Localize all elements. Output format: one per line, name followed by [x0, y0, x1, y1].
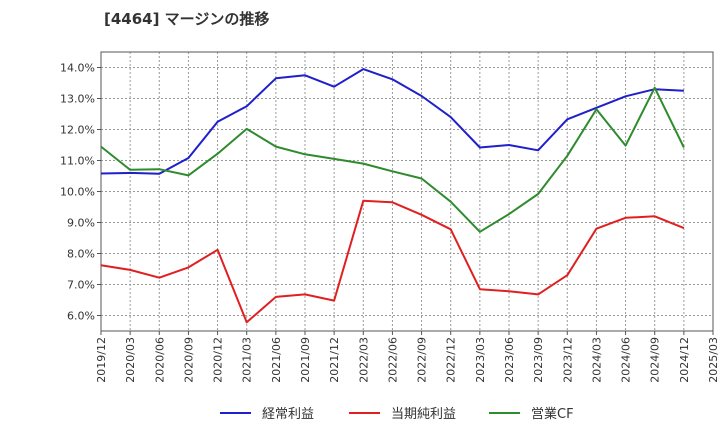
x-tick-label: 2023/12 — [561, 337, 574, 383]
y-tick-label: 11.0% — [60, 155, 95, 168]
series-lines — [100, 68, 685, 324]
x-tick-label: 2024/12 — [678, 337, 691, 383]
x-tick-label: 2024/09 — [649, 337, 662, 383]
x-tick-label: 2019/12 — [95, 337, 108, 383]
legend-label-1: 当期純利益 — [391, 407, 456, 422]
legend-label-0: 経常利益 — [262, 407, 314, 422]
y-tick-label: 13.0% — [60, 93, 95, 106]
x-tick-label: 2022/09 — [416, 337, 429, 383]
legend-label-2: 営業CF — [531, 406, 574, 422]
y-tick-label: 10.0% — [60, 186, 95, 199]
x-tick-label: 2023/06 — [503, 337, 516, 383]
x-tick-label: 2020/03 — [124, 337, 137, 383]
y-tick-label: 6.0% — [67, 310, 95, 323]
x-tick-label: 2025/03 — [707, 337, 720, 383]
x-tick-label: 2021/06 — [270, 337, 283, 383]
grid — [101, 52, 713, 331]
y-tick-label: 12.0% — [60, 124, 95, 137]
series-line-2 — [100, 86, 685, 233]
x-tick-label: 2020/06 — [153, 337, 166, 383]
x-tick-label: 2020/09 — [182, 337, 195, 383]
x-tick-label: 2023/09 — [532, 337, 545, 383]
x-tick-label: 2022/03 — [357, 337, 370, 383]
series-line-0 — [100, 68, 684, 175]
chart-title: [4464] マージンの推移 — [104, 10, 270, 28]
x-tick-label: 2020/12 — [212, 337, 225, 383]
legend: 経常利益 当期純利益 営業CF — [220, 406, 574, 422]
y-tick-label: 14.0% — [60, 62, 95, 75]
y-axis: 6.0% 7.0% 8.0% 9.0% 10.0% 11.0% 12.0% 13.0% 14.0… — [60, 62, 101, 323]
series-line-1 — [100, 199, 685, 324]
y-tick-label: 9.0% — [67, 217, 95, 230]
x-tick-label: 2024/03 — [590, 337, 603, 383]
x-tick-label: 2021/12 — [328, 337, 341, 383]
x-tick-label: 2024/06 — [620, 337, 633, 383]
x-tick-label: 2023/03 — [474, 337, 487, 383]
x-tick-label: 2022/06 — [386, 337, 399, 383]
x-tick-label: 2022/12 — [445, 337, 458, 383]
y-tick-label: 8.0% — [67, 248, 95, 261]
x-axis: 2019/12 2020/03 2020/06 2020/09 2020/12 2021/… — [95, 331, 720, 383]
y-tick-label: 7.0% — [67, 279, 95, 292]
x-tick-label: 2021/09 — [299, 337, 312, 383]
x-tick-label: 2021/03 — [241, 337, 254, 383]
